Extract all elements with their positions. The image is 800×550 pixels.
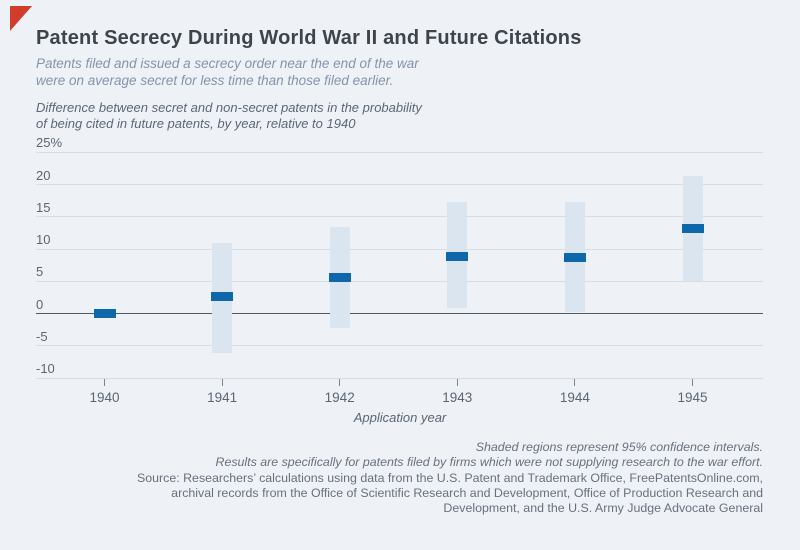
x-axis-tick-label: 1941 bbox=[207, 390, 238, 405]
point-estimate-marker bbox=[563, 253, 586, 262]
x-axis-tick bbox=[456, 379, 458, 386]
gridline bbox=[36, 216, 763, 218]
x-axis-tick bbox=[104, 379, 105, 386]
subtitle-line-2: were on average secret for less time tha… bbox=[36, 72, 394, 88]
source-line-2: archival records from the Office of Scie… bbox=[171, 485, 763, 500]
y-axis-tick-label: 15 bbox=[36, 199, 51, 215]
confidence-interval-note: Shaded regions represent 95% confidence … bbox=[475, 440, 763, 454]
gridline bbox=[36, 184, 763, 185]
x-axis-title: Application year bbox=[353, 410, 447, 425]
gridline bbox=[36, 280, 763, 282]
point-estimate-marker bbox=[211, 292, 234, 302]
x-axis-tick-label: 1942 bbox=[324, 390, 355, 405]
source-line-1: Source: Researchers’ calculations using … bbox=[136, 470, 763, 485]
y-axis-tick-label: 0 bbox=[36, 296, 44, 312]
note-line-2: of being cited in future patents, by yea… bbox=[36, 116, 356, 131]
x-axis-tick-label: 1944 bbox=[559, 390, 590, 405]
zero-gridline bbox=[36, 313, 763, 314]
x-axis-tick-label: 1943 bbox=[442, 390, 473, 405]
y-axis-tick-label: 25% bbox=[36, 135, 63, 151]
gridline bbox=[36, 345, 763, 347]
axis-definition-note: Difference between secret and non-secret… bbox=[36, 100, 422, 132]
x-axis-tick-label: 1945 bbox=[677, 390, 708, 405]
y-axis-tick-label: 5 bbox=[36, 264, 44, 280]
x-axis-tick bbox=[692, 379, 693, 386]
gridline bbox=[36, 151, 763, 153]
chart-title: Patent Secrecy During World War II and F… bbox=[36, 27, 582, 49]
gridline bbox=[36, 248, 763, 250]
x-axis-tick bbox=[339, 379, 341, 386]
y-axis-tick-label: -10 bbox=[36, 361, 55, 376]
footer-notes: Shaded regions represent 95% confidence … bbox=[137, 440, 763, 516]
chart-subtitle: Patents filed and issued a secrecy order… bbox=[36, 56, 419, 89]
point-estimate-marker bbox=[446, 251, 469, 261]
point-estimate-marker bbox=[681, 224, 704, 233]
point-estimate-marker bbox=[93, 308, 116, 318]
digest-corner-triangle-icon bbox=[10, 6, 32, 31]
x-axis-tick bbox=[221, 379, 223, 386]
y-axis-tick-label: 20 bbox=[36, 167, 51, 183]
y-axis-tick-label: -5 bbox=[36, 328, 48, 344]
gridline bbox=[36, 377, 763, 379]
point-estimate-marker bbox=[328, 273, 351, 282]
subtitle-line-1: Patents filed and issued a secrecy order… bbox=[36, 56, 419, 71]
source-line-3: Development, and the U.S. Army Judge Adv… bbox=[443, 501, 763, 516]
y-axis-tick-label: 10 bbox=[36, 232, 51, 247]
x-axis-tick-label: 1940 bbox=[89, 390, 120, 405]
x-axis-tick bbox=[574, 379, 576, 386]
sample-note: Results are specifically for patents fil… bbox=[215, 455, 764, 470]
note-line-1: Difference between secret and non-secret… bbox=[36, 100, 422, 115]
